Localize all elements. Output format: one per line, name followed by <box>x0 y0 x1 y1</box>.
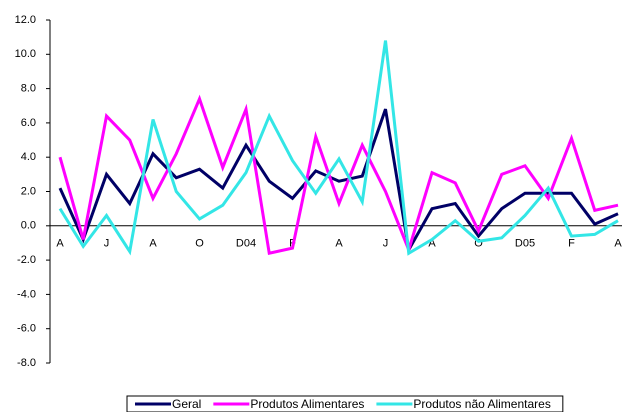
legend-box <box>126 395 564 412</box>
series-line <box>58 108 619 255</box>
y-tick-label: 4.0 <box>21 151 36 163</box>
y-tick-label: -8.0 <box>17 357 36 369</box>
y-tick-label: -6.0 <box>17 323 36 335</box>
y-tick-label: 2.0 <box>21 185 36 197</box>
x-tick-label: A <box>149 238 157 250</box>
x-tick-label: D05 <box>515 238 535 250</box>
x-tick-label: J <box>104 238 110 250</box>
x-tick-label: A <box>335 238 343 250</box>
legend-label: Produtos Alimentares <box>250 397 364 411</box>
x-tick-label: J <box>383 238 389 250</box>
y-tick-label: 10.0 <box>15 48 36 60</box>
legend-label: Geral <box>172 397 201 411</box>
x-tick-label: F <box>568 238 575 250</box>
x-tick-label: O <box>195 238 204 250</box>
x-tick-label: O <box>474 238 483 250</box>
x-tick-label: A <box>428 238 436 250</box>
y-tick-label: 0.0 <box>21 220 36 232</box>
y-tick-label: 6.0 <box>21 117 36 129</box>
legend: Geral Produtos Alimentares Produtos não Al… <box>126 395 564 412</box>
legend-label: Produtos não Alimentares <box>413 397 550 411</box>
y-tick-label: -2.0 <box>17 254 36 266</box>
x-tick-label: D04 <box>236 238 256 250</box>
x-tick-label: A <box>614 238 622 250</box>
y-tick-label: 8.0 <box>21 83 36 95</box>
y-tick-label: -4.0 <box>17 288 36 300</box>
y-tick-label: 12.0 <box>15 14 36 26</box>
x-tick-label: A <box>56 238 64 250</box>
series-line <box>58 94 619 256</box>
series-line <box>58 40 619 256</box>
